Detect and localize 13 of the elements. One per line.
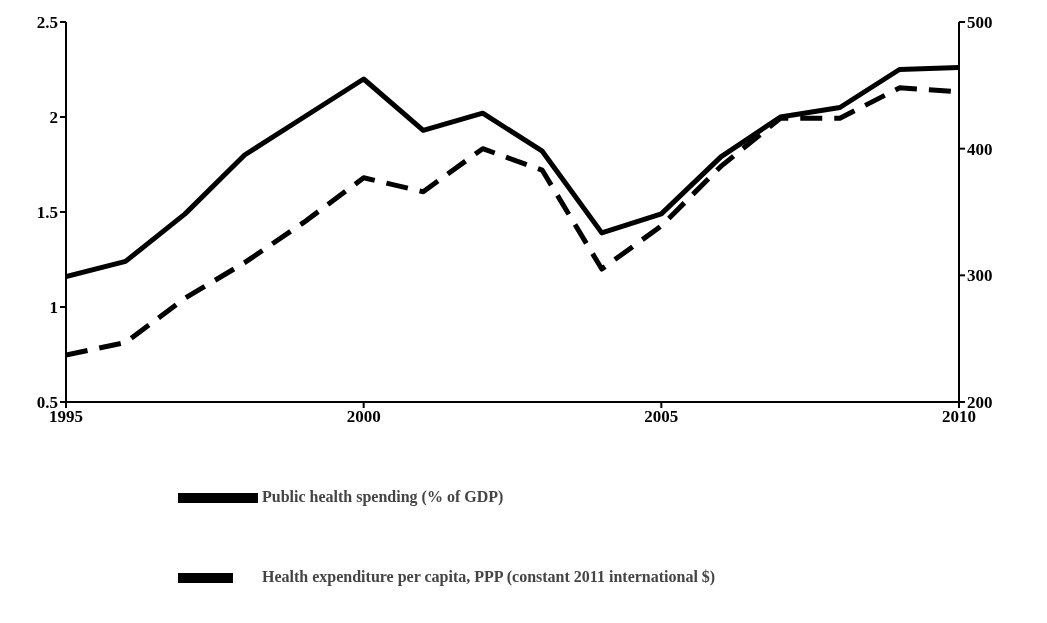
x-tick-label: 2005	[644, 407, 679, 427]
legend-label: Public health spending (% of GDP)	[262, 487, 504, 505]
y2-tick-label: 400	[967, 139, 993, 159]
y2-tick-label: 500	[967, 13, 993, 33]
x-tick-label: 2010	[942, 407, 976, 427]
y2-tick-label: 300	[967, 266, 993, 286]
legend-label: Health expenditure per capita, PPP (constant 2011 international $)	[262, 567, 716, 585]
y-tick-label: 2.5	[36, 13, 58, 33]
x-tick-label: 1995	[49, 407, 83, 427]
x-tick-label: 2000	[346, 407, 381, 427]
y-tick-label: 1.5	[36, 203, 58, 223]
y-tick-label: 1	[49, 298, 58, 318]
y-tick-label: 2	[49, 108, 58, 128]
